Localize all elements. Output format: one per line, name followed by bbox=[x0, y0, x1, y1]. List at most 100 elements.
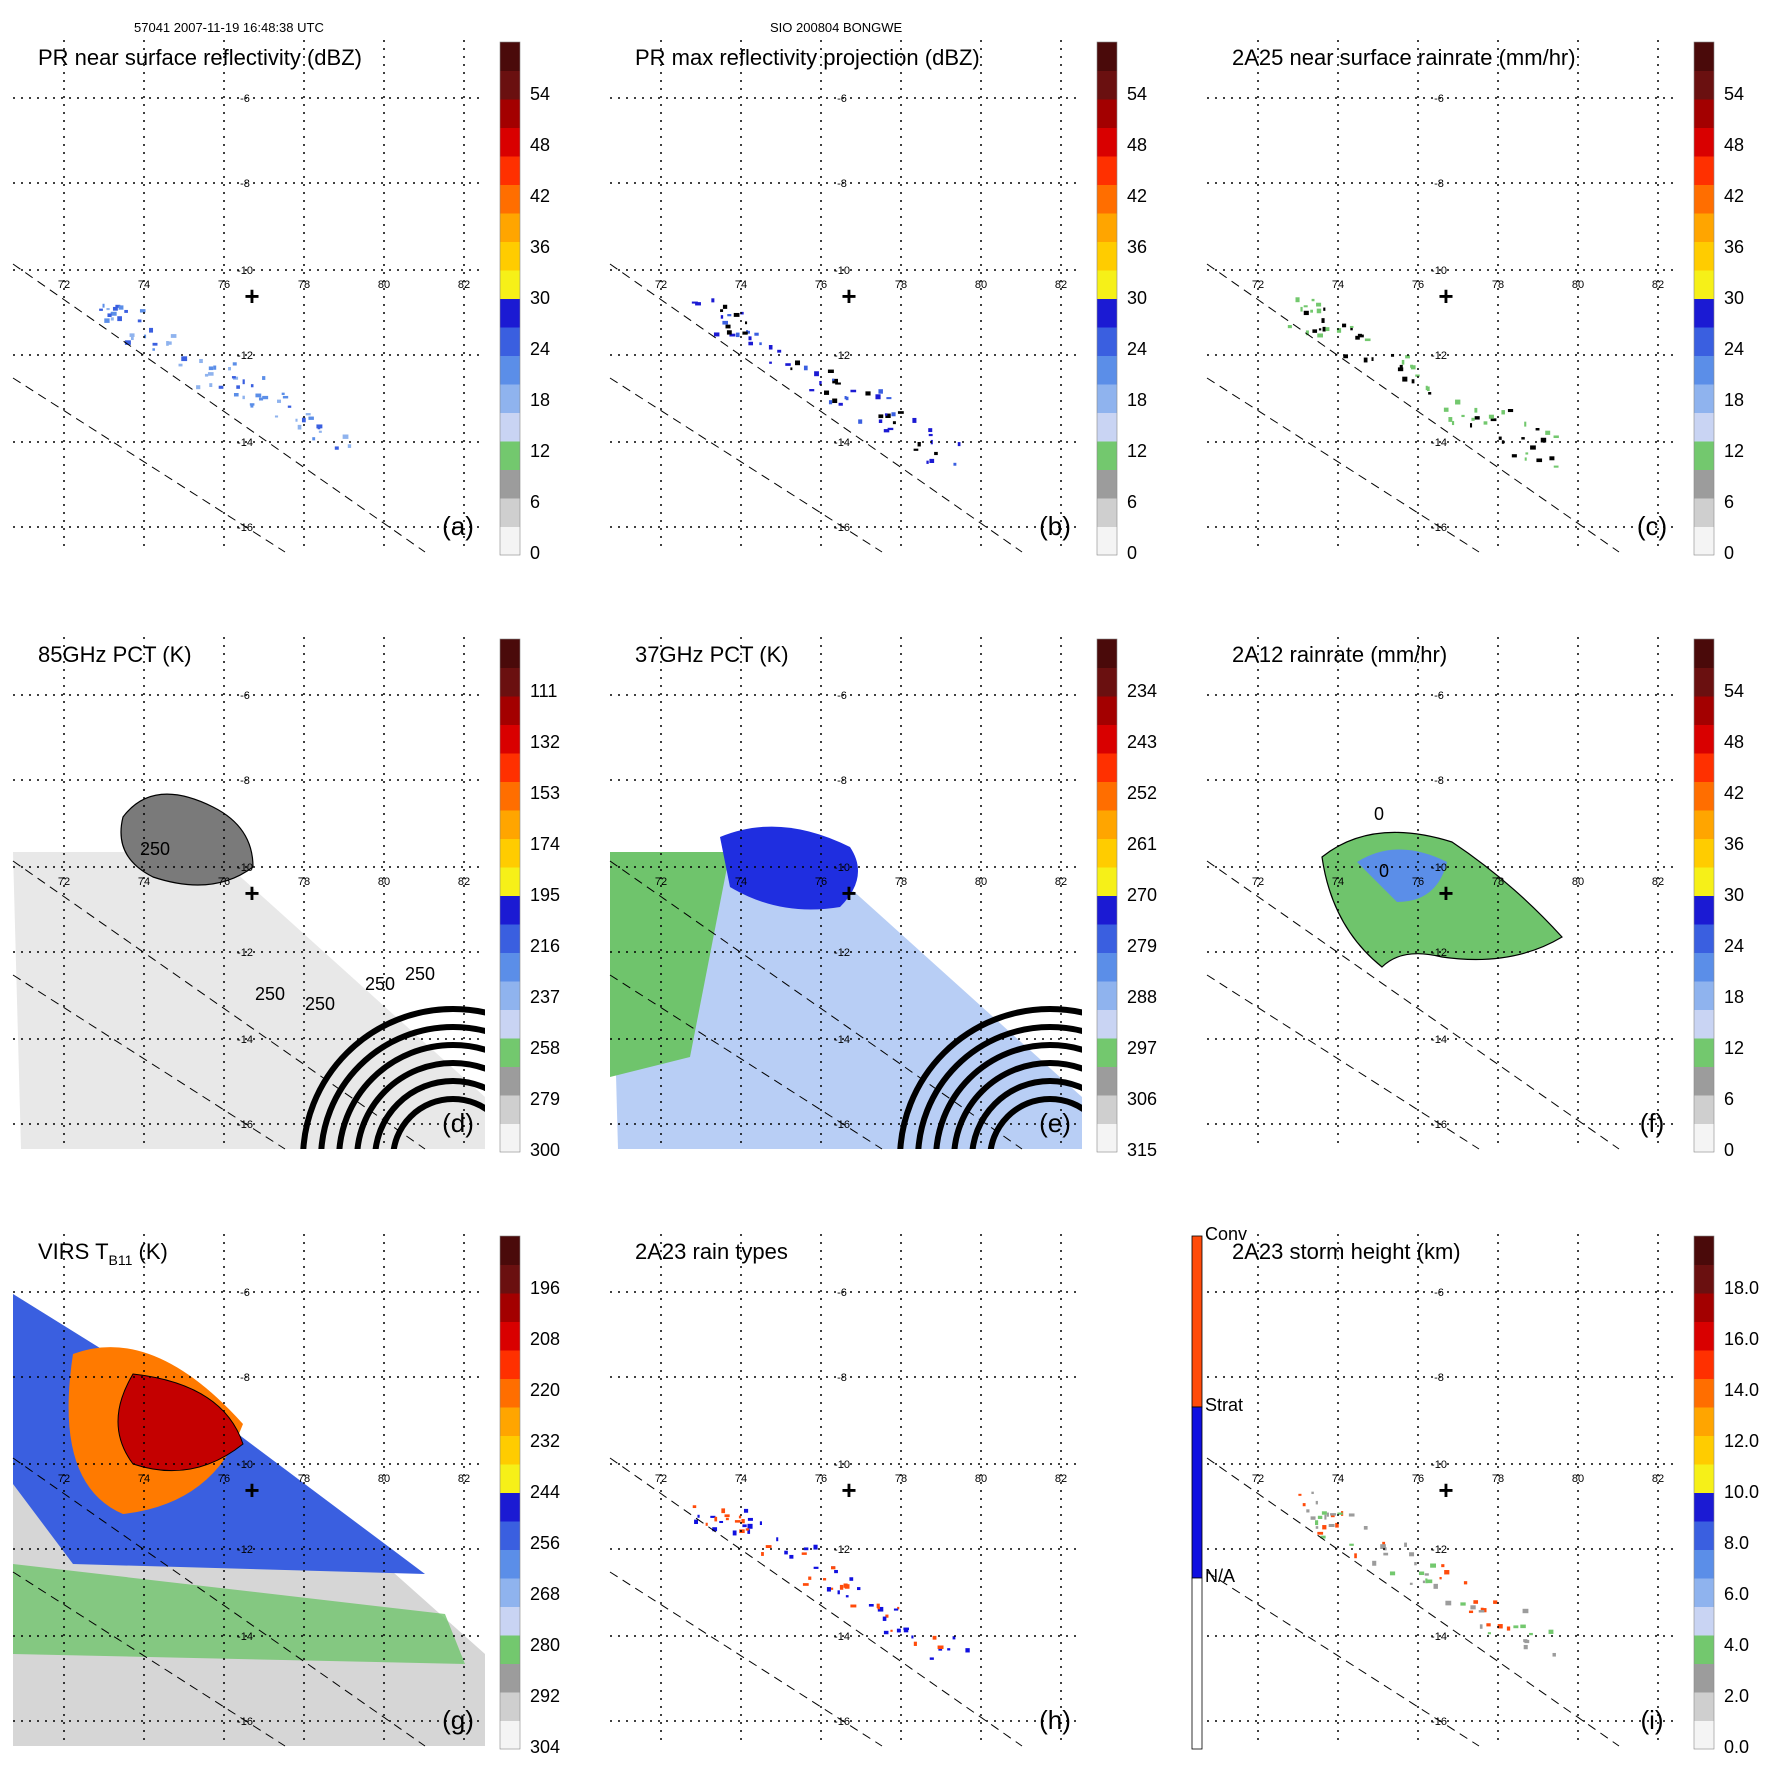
echo-pixel bbox=[258, 397, 264, 401]
colorbar-segment bbox=[1694, 838, 1714, 868]
echo-pixel bbox=[801, 1552, 807, 1555]
echo-pixel bbox=[277, 399, 282, 403]
echo-pixel bbox=[1488, 414, 1494, 419]
colorbar-segment bbox=[1097, 70, 1117, 100]
echo-pixel bbox=[887, 427, 894, 431]
echo-pixel bbox=[308, 416, 314, 420]
echo-pixel bbox=[761, 1552, 764, 1556]
echo-pixel bbox=[831, 1566, 836, 1570]
echo-pixel bbox=[725, 324, 731, 329]
panel-title: 2A25 near surface rainrate (mm/hr) bbox=[1232, 45, 1576, 70]
echo-pixel bbox=[890, 1629, 893, 1632]
echo-pixel bbox=[1300, 306, 1303, 312]
echo-pixel bbox=[118, 305, 124, 310]
echo-pixel bbox=[1486, 1623, 1491, 1627]
lon-tick-label: 82 bbox=[1055, 876, 1067, 888]
swath-edge-line bbox=[1206, 377, 1480, 553]
swath-edge-line bbox=[609, 1457, 1023, 1747]
lat-tick-label: -16 bbox=[237, 1716, 253, 1728]
lat-tick-label: -12 bbox=[1431, 1544, 1447, 1556]
swath-edge-line bbox=[609, 974, 883, 1150]
echo-pixel bbox=[281, 392, 285, 396]
panel-h: 72 74 76 78 80 82 -6 -8 -10 -12 -14 -16 +2A23 rain t… bbox=[609, 1224, 1247, 1750]
echo-pixel bbox=[1473, 1600, 1479, 1604]
echo-pixel bbox=[106, 308, 110, 311]
colorbar-segment bbox=[1694, 639, 1714, 668]
echo-pixel bbox=[1553, 435, 1559, 439]
lon-tick-label: 78 bbox=[298, 1473, 310, 1485]
echo-pixel bbox=[1471, 417, 1475, 421]
colorbar-segment bbox=[1694, 1264, 1714, 1294]
echo-pixel bbox=[249, 403, 255, 406]
echo-pixel bbox=[850, 389, 857, 393]
colorbar-tick-label: 300 bbox=[530, 1140, 560, 1160]
colorbar-segment bbox=[1694, 895, 1714, 925]
colorbar-category-label: Conv bbox=[1205, 1224, 1247, 1244]
colorbar-segment bbox=[1097, 1038, 1117, 1067]
colorbar-segment bbox=[1694, 99, 1714, 128]
echo-pixel bbox=[725, 1517, 729, 1521]
colorbar-tick-label: 54 bbox=[1724, 84, 1744, 104]
lat-tick-label: -8 bbox=[240, 775, 250, 787]
echo-pixel bbox=[1529, 1632, 1533, 1636]
echo-pixel bbox=[952, 1636, 956, 1640]
cold-region bbox=[720, 826, 858, 910]
colorbar-segment bbox=[500, 270, 520, 299]
lon-tick-label: 72 bbox=[655, 876, 667, 888]
colorbar-segment bbox=[500, 1492, 520, 1522]
lat-tick-label: -14 bbox=[237, 1631, 253, 1643]
echo-pixel bbox=[947, 1648, 951, 1651]
echo-pixel bbox=[305, 413, 311, 416]
echo-pixel bbox=[1311, 298, 1315, 302]
colorbar-segment bbox=[1694, 1663, 1714, 1693]
contour-label: 250 bbox=[405, 964, 435, 984]
colorbar-tick-label: 6 bbox=[1724, 1089, 1734, 1109]
echo-pixel bbox=[868, 1604, 874, 1607]
lat-tick-label: -8 bbox=[1434, 775, 1444, 787]
echo-pixel bbox=[1414, 1562, 1417, 1566]
colorbar-segment bbox=[500, 1663, 520, 1693]
echo-pixel bbox=[316, 424, 323, 429]
echo-pixel bbox=[808, 1576, 812, 1580]
colorbar-tick-label: 12 bbox=[1724, 441, 1744, 461]
echo-pixel bbox=[711, 298, 715, 303]
field-layer bbox=[99, 303, 352, 450]
colorbar-frame bbox=[1096, 638, 1118, 1153]
echo-pixel bbox=[1511, 454, 1517, 458]
echo-pixel bbox=[1536, 458, 1543, 463]
colorbar-tick-label: 8.0 bbox=[1724, 1533, 1749, 1553]
lat-tick-label: -10 bbox=[237, 1459, 253, 1471]
echo-pixel bbox=[166, 341, 172, 345]
lat-tick-label: -8 bbox=[1434, 1372, 1444, 1384]
echo-pixel bbox=[1410, 364, 1413, 368]
colorbar-segment bbox=[500, 1350, 520, 1379]
echo-pixel bbox=[170, 334, 177, 338]
colorbar-frame bbox=[1693, 638, 1715, 1153]
colorbar-frame bbox=[499, 1235, 521, 1750]
echo-pixel bbox=[1355, 335, 1360, 340]
radar-site-marker: + bbox=[244, 878, 259, 908]
colorbar-tick-label: 306 bbox=[1127, 1089, 1157, 1109]
colorbar-segment bbox=[500, 1464, 520, 1493]
colorbar-segment bbox=[500, 639, 520, 668]
colorbar-segment bbox=[1694, 1606, 1714, 1636]
echo-pixel bbox=[1427, 1579, 1433, 1584]
colorbar-segment bbox=[500, 298, 520, 328]
lon-tick-label: 78 bbox=[895, 279, 907, 291]
echo-pixel bbox=[937, 1645, 944, 1650]
colorbar-segment bbox=[500, 70, 520, 100]
echo-pixel bbox=[1312, 329, 1318, 333]
panel-e: 72 74 76 78 80 82 -6 -8 -10 -12 -14 -16 +37GHz PCT (… bbox=[609, 637, 1157, 1160]
echo-pixel bbox=[719, 1520, 724, 1524]
echo-pixel bbox=[1324, 1514, 1327, 1520]
colorbar-tick-label: 288 bbox=[1127, 987, 1157, 1007]
colorbar-tick-label: 30 bbox=[1724, 288, 1744, 308]
colorbar-segment bbox=[1694, 156, 1714, 185]
echo-pixel bbox=[1401, 359, 1405, 365]
echo-pixel bbox=[953, 462, 957, 466]
echo-pixel bbox=[99, 308, 103, 311]
echo-pixel bbox=[809, 389, 815, 392]
title-suffix: (K) bbox=[132, 1239, 167, 1264]
lat-tick-label: -12 bbox=[834, 350, 850, 362]
